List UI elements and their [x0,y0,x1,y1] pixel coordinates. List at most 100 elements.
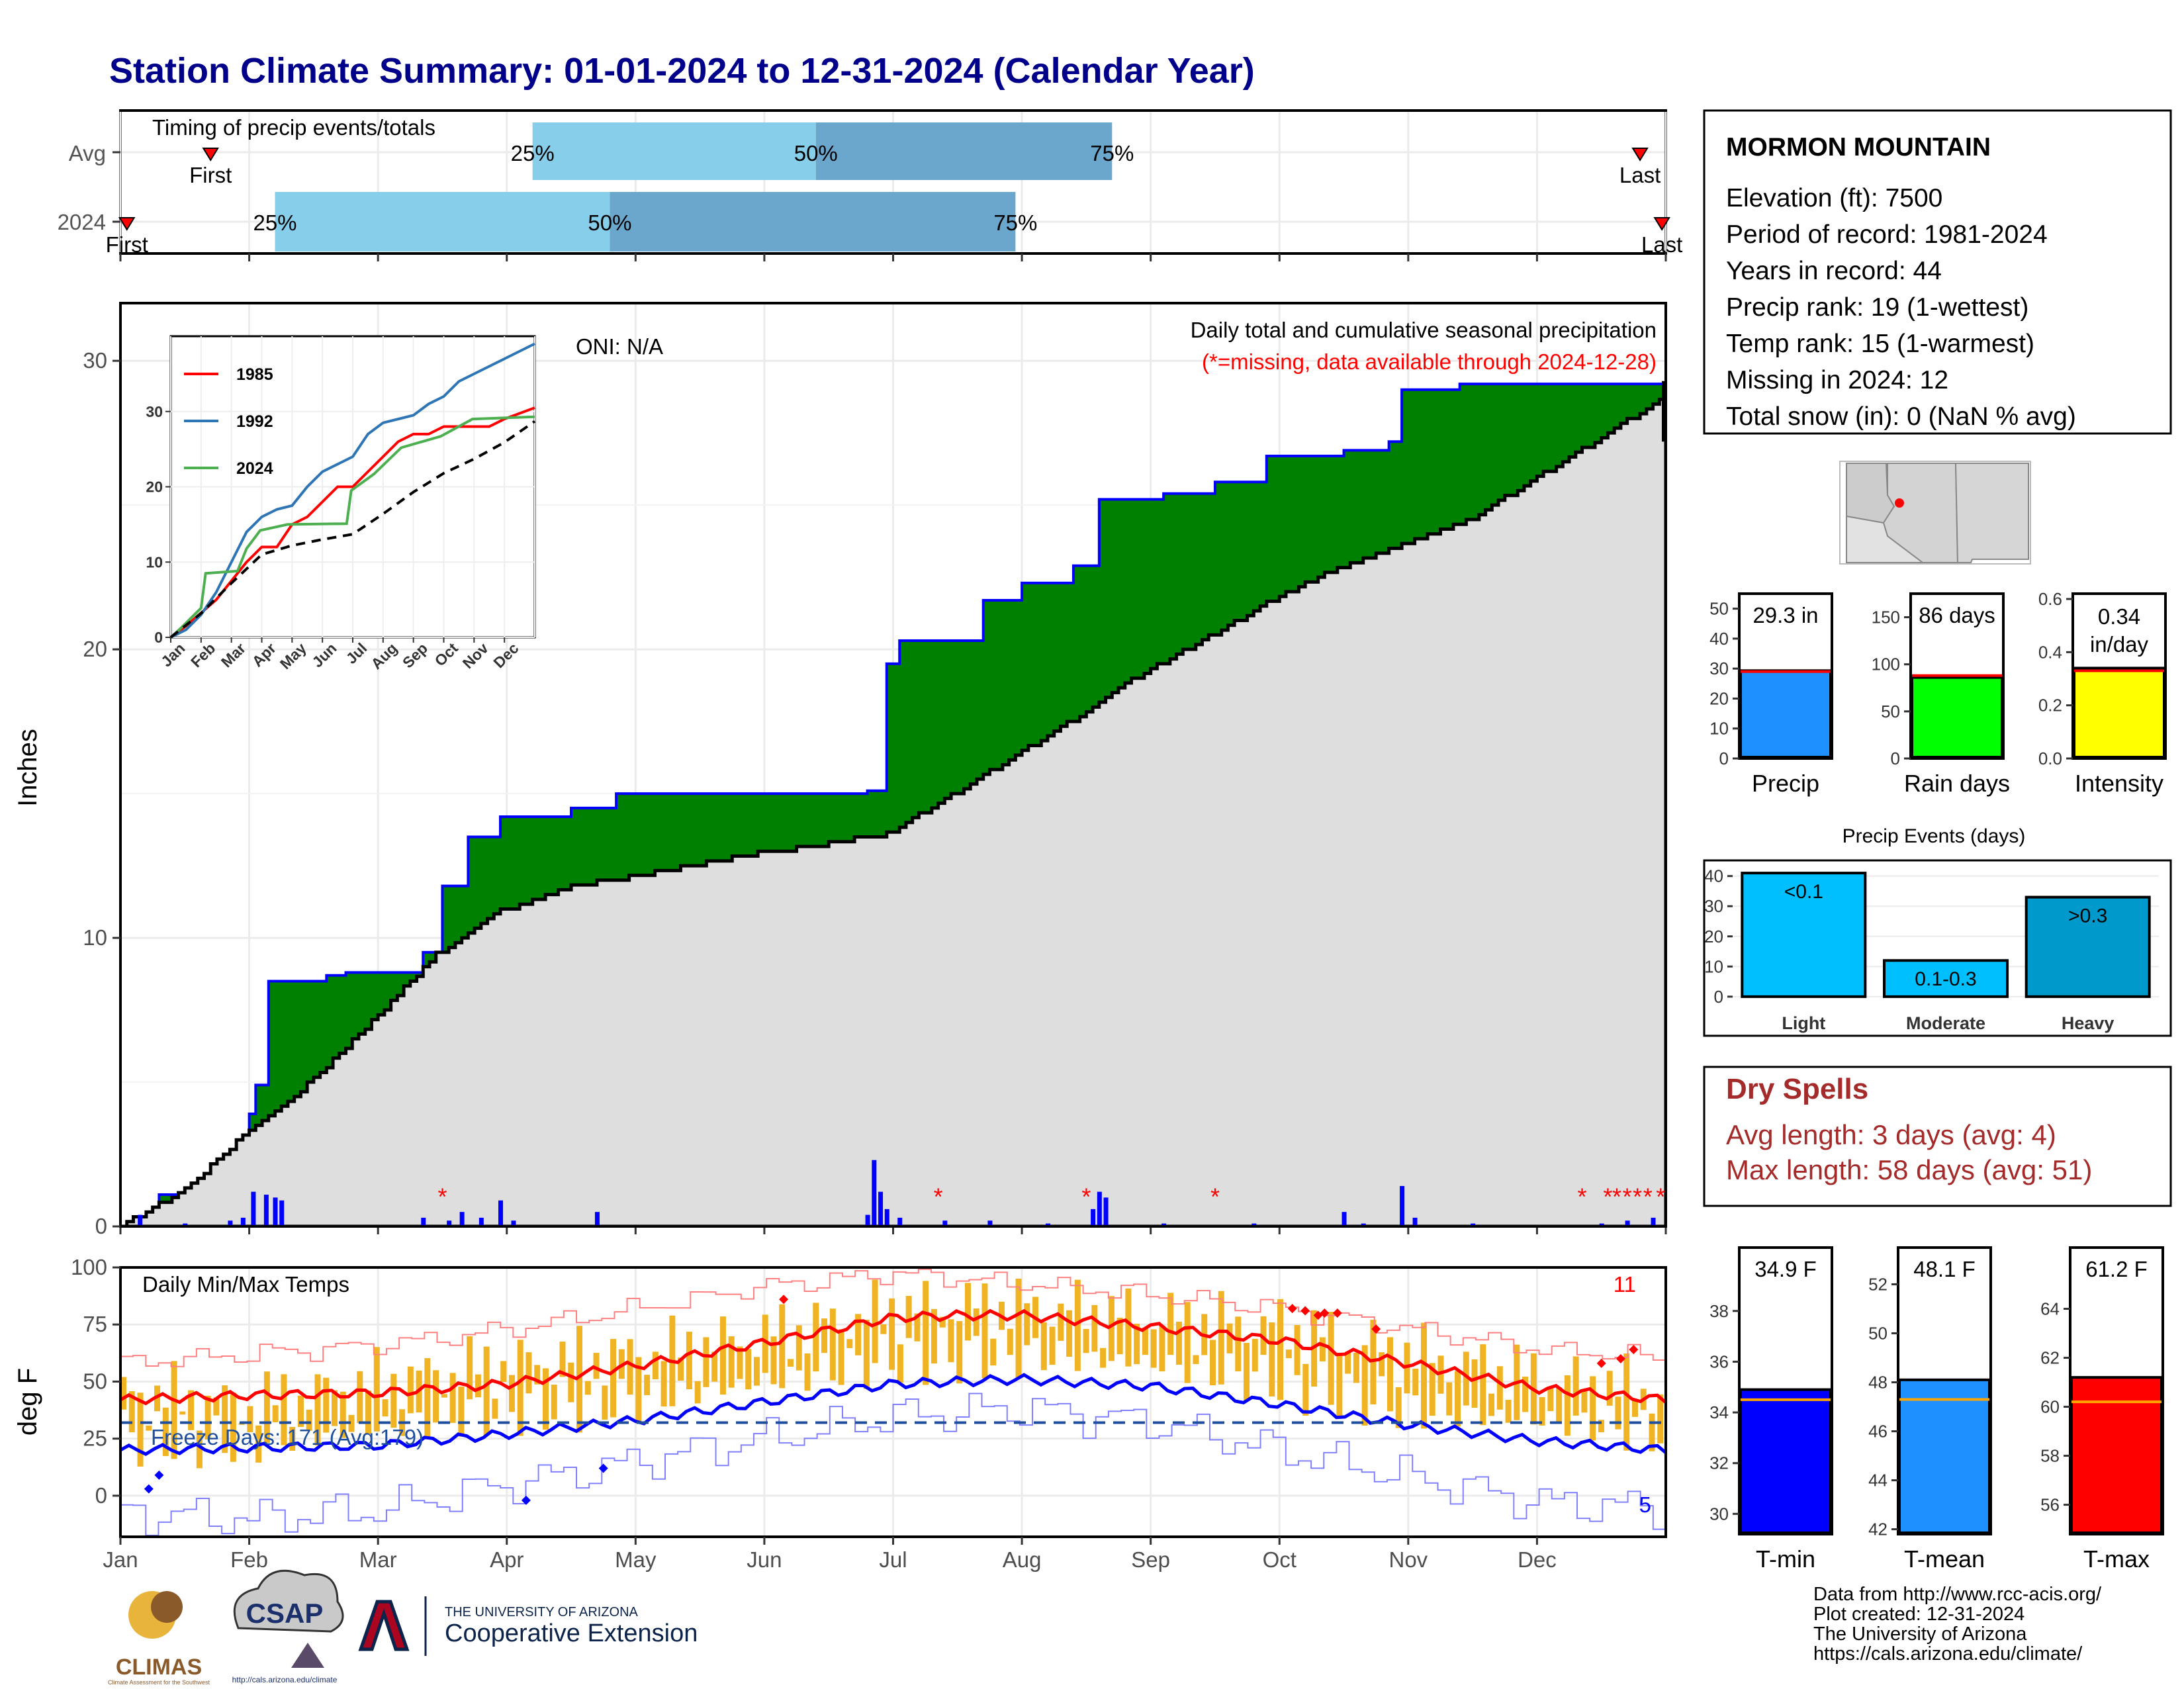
daily-temp-range-bar [340,1391,346,1438]
daily-temp-range-bar [737,1346,743,1379]
events-bar [1883,959,2009,998]
daily-precip-bar [1625,1220,1630,1226]
daily-temp-range-bar [593,1353,600,1379]
events-bar-label: 0.1-0.3 [1915,968,1976,990]
summary-bar-charts: 0 10 20 30 40 50 29.3 in Precip 0 50 100 150 86 days… [1709,589,2167,1573]
station-snow: Total snow (in): 0 (NaN % avg) [1726,402,2076,431]
daily-temp-range-bar [1074,1279,1081,1371]
daily-temp-range-bar [1598,1420,1604,1433]
temp-x-tick-label: Jan [103,1547,138,1572]
daily-temp-range-bar [762,1314,768,1373]
daily-temp-range-bar [1631,1399,1638,1417]
summary-bar-y-tick-label: 32 [1709,1453,1729,1473]
temp-x-tick-label: Jun [747,1547,782,1572]
daily-temp-range-bar [829,1308,836,1381]
daily-temp-range-bar [1134,1324,1140,1365]
summary-bar-value-label: 86 days [1919,603,1995,627]
daily-temp-range-bar [1066,1310,1073,1357]
timing-first-label: First [189,163,232,187]
daily-temp-range-bar [1209,1340,1216,1386]
daily-temp-range-bar [1226,1323,1233,1353]
summary-bar-value-label: 0.34 [2098,604,2140,629]
missing-day-marker: * [1623,1183,1632,1210]
daily-temp-range-bar [1108,1296,1115,1361]
timing-label-50: 50% [794,141,838,165]
record-high-marker [1320,1308,1330,1318]
inset-legend-label: 1985 [236,365,273,384]
state-newmexico-shape [1954,463,2029,563]
timing-bar-q25-q50 [532,122,816,180]
precip-events-plot: 0 10 20 30 40 <0.1 Light 0.1-0.3 Moderate >0.3 Hea… [1704,866,2159,1033]
daily-precip-bar [1342,1212,1347,1226]
daily-temp-range-bar [1058,1303,1064,1341]
inset-legend-label: 2024 [236,459,273,478]
summary-bar-category: Rain days [1904,770,2010,797]
daily-temp-range-bar [1547,1388,1554,1412]
precip-y-label: Inches [13,729,42,807]
precip-y-tick-label: 10 [83,925,107,950]
missing-day-marker: * [934,1183,943,1210]
daily-precip-bar [138,1214,143,1226]
daily-temp-range-bar [1657,1394,1664,1443]
events-bar-label: >0.3 [2068,905,2107,927]
timing-bar-q50-q75 [610,192,1016,251]
record-max-line [120,1268,1666,1367]
daily-temp-range-bar [517,1340,523,1436]
summary-bar-y-tick-label: 0 [1719,749,1729,768]
daily-temp-range-bar [1244,1342,1250,1401]
daily-precip-bar [1599,1223,1604,1226]
daily-temp-range-bar [559,1342,566,1377]
daily-temp-range-bar [855,1314,862,1355]
daily-temp-range-bar [1572,1356,1579,1416]
daily-precip-bar [1361,1223,1366,1226]
daily-temp-range-bar [635,1357,642,1422]
avg-max-line [120,1308,1666,1406]
summary-bar-chart-t-mean: 42 44 46 48 50 52 48.1 F T-mean [1868,1246,1992,1573]
summary-bar-y-tick-label: 0.4 [2038,642,2062,662]
daily-temp-range-bar [449,1373,456,1423]
daily-temp-range-bar [931,1308,937,1364]
daily-precip-bar [478,1217,484,1226]
daily-temp-range-bar [1235,1316,1242,1372]
summary-bar-value-label: 48.1 F [1913,1257,1976,1281]
daily-temp-range-bar [1345,1351,1351,1374]
daily-temp-range-bar [1353,1352,1359,1383]
credit-data-source: Data from http://www.rcc-acis.org/ [1813,1584,2102,1605]
record-high-marker [1596,1358,1606,1368]
temperature-panel: 0 25 50 75 100 Jan Feb Mar Apr May Jun Jul Aug Sep Oc… [13,1255,1667,1572]
daily-temp-range-bar [1091,1304,1098,1352]
summary-bar-chart-t-min: 30 32 34 36 38 34.9 F T-min [1709,1246,1833,1573]
inset-y-tick-label: 10 [146,553,163,571]
summary-bar-y-tick-label: 100 [1872,655,1900,674]
daily-temp-range-bar [433,1370,439,1423]
daily-precip-bar [897,1217,903,1226]
daily-precip-bar [1251,1223,1257,1226]
summary-bar-category: Intensity [2075,770,2163,797]
daily-temp-range-bar [179,1411,186,1415]
daily-temp-range-bar [467,1336,473,1400]
record-high-marker [779,1295,789,1304]
summary-bar-value [2073,666,2165,758]
summary-bar-y-tick-label: 10 [1709,719,1729,739]
summary-bar-value-unit: in/day [2090,632,2149,657]
inset-series-line [169,420,536,639]
timing-last-label: Last [1641,232,1682,257]
daily-temp-range-bar [1167,1293,1174,1355]
precip-panel-frame [119,302,1667,1228]
temp-x-axis: Jan Feb Mar Apr May Jun Jul Aug Sep Oct Nov Dec [103,1537,1557,1572]
station-missing: Missing in 2024: 12 [1726,366,1948,394]
daily-temp-range-bar [1505,1400,1512,1423]
avg-min-line [120,1373,1666,1456]
station-elevation: Elevation (ft): 7500 [1726,184,1942,212]
daily-temp-range-bar [660,1361,667,1407]
daily-temp-range-bar [678,1357,684,1381]
daily-temp-range-bar [1387,1337,1393,1412]
daily-temp-range-bar [576,1326,583,1433]
daily-temp-range-bar [880,1324,887,1334]
summary-bar-y-tick-label: 58 [2040,1446,2060,1466]
daily-temp-range-bar [703,1337,709,1387]
temp-x-tick-label: Dec [1518,1547,1557,1572]
climas-logo-text: CLIMAS [116,1655,202,1680]
